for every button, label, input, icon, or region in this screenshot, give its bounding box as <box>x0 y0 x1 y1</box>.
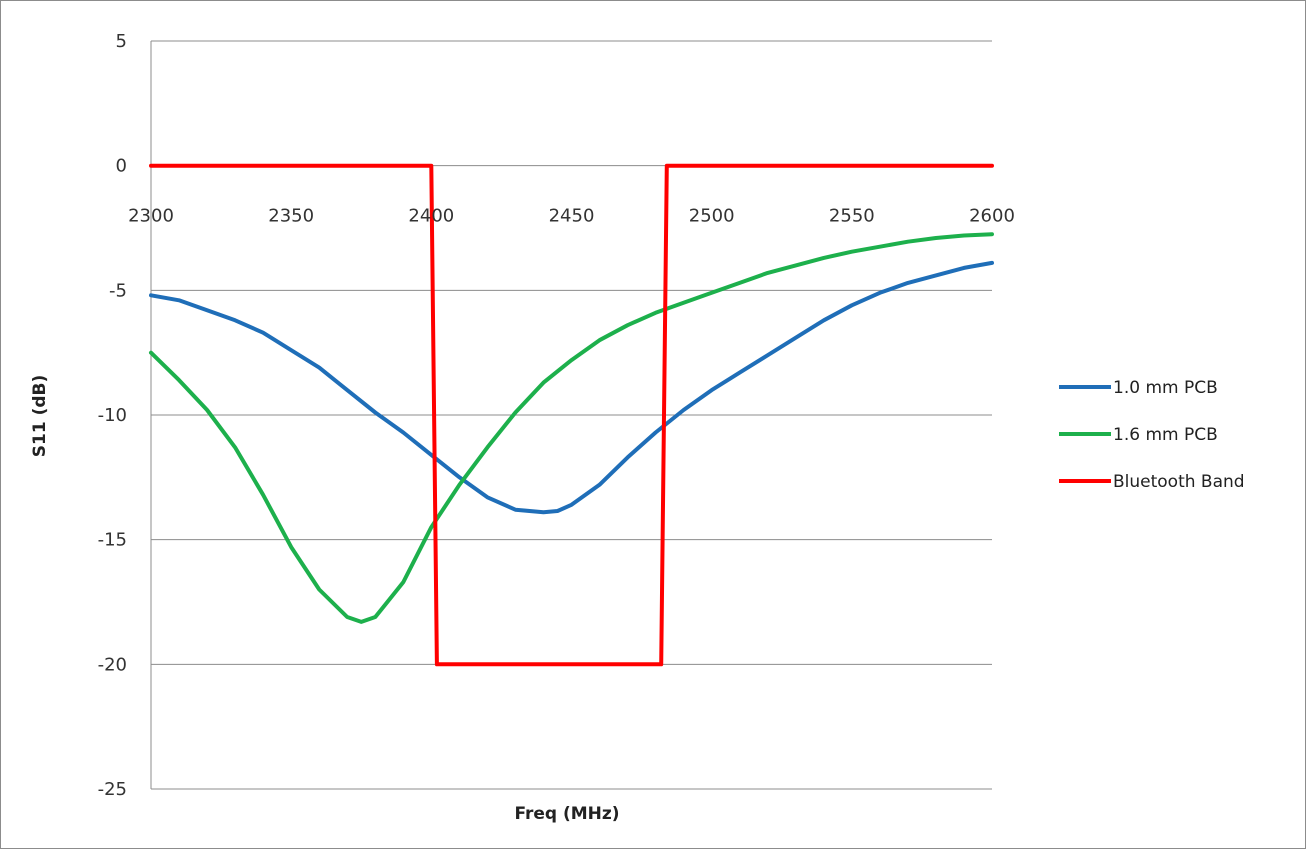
x-tick-label: 2600 <box>969 206 1015 227</box>
y-tick-label: -25 <box>98 779 127 800</box>
series-line-2 <box>149 163 994 667</box>
legend-label-1: 1.6 mm PCB <box>1113 425 1218 445</box>
series-lines <box>149 163 994 667</box>
legend-label-0: 1.0 mm PCB <box>1113 378 1218 398</box>
y-tick-label: -10 <box>98 405 127 426</box>
y-tick-label: 5 <box>116 31 127 52</box>
x-tick-label: 2300 <box>128 206 174 227</box>
y-tick-label: -20 <box>98 654 127 675</box>
legend-label-2: Bluetooth Band <box>1113 472 1245 492</box>
x-axis-title: Freq (MHz) <box>514 804 619 824</box>
x-tick-label: 2550 <box>829 206 875 227</box>
series-line-0 <box>149 260 994 515</box>
x-tick-labels: 2300 2350 2400 2450 2500 2550 2600 <box>128 206 1015 227</box>
x-tick-label: 2350 <box>268 206 314 227</box>
y-tick-label: -15 <box>98 530 127 551</box>
legend: 1.0 mm PCB 1.6 mm PCB Bluetooth Band <box>1059 378 1245 492</box>
y-tick-label: -5 <box>109 280 127 301</box>
y-tick-label: 0 <box>116 156 127 177</box>
series-line-1 <box>149 232 994 624</box>
x-tick-label: 2400 <box>408 206 454 227</box>
gridlines <box>150 40 992 790</box>
x-tick-label: 2500 <box>689 206 735 227</box>
y-tick-labels: 5 0 -5 -10 -15 -20 -25 <box>98 31 127 800</box>
x-tick-label: 2450 <box>549 206 595 227</box>
y-axis-title: S11 (dB) <box>30 375 50 458</box>
